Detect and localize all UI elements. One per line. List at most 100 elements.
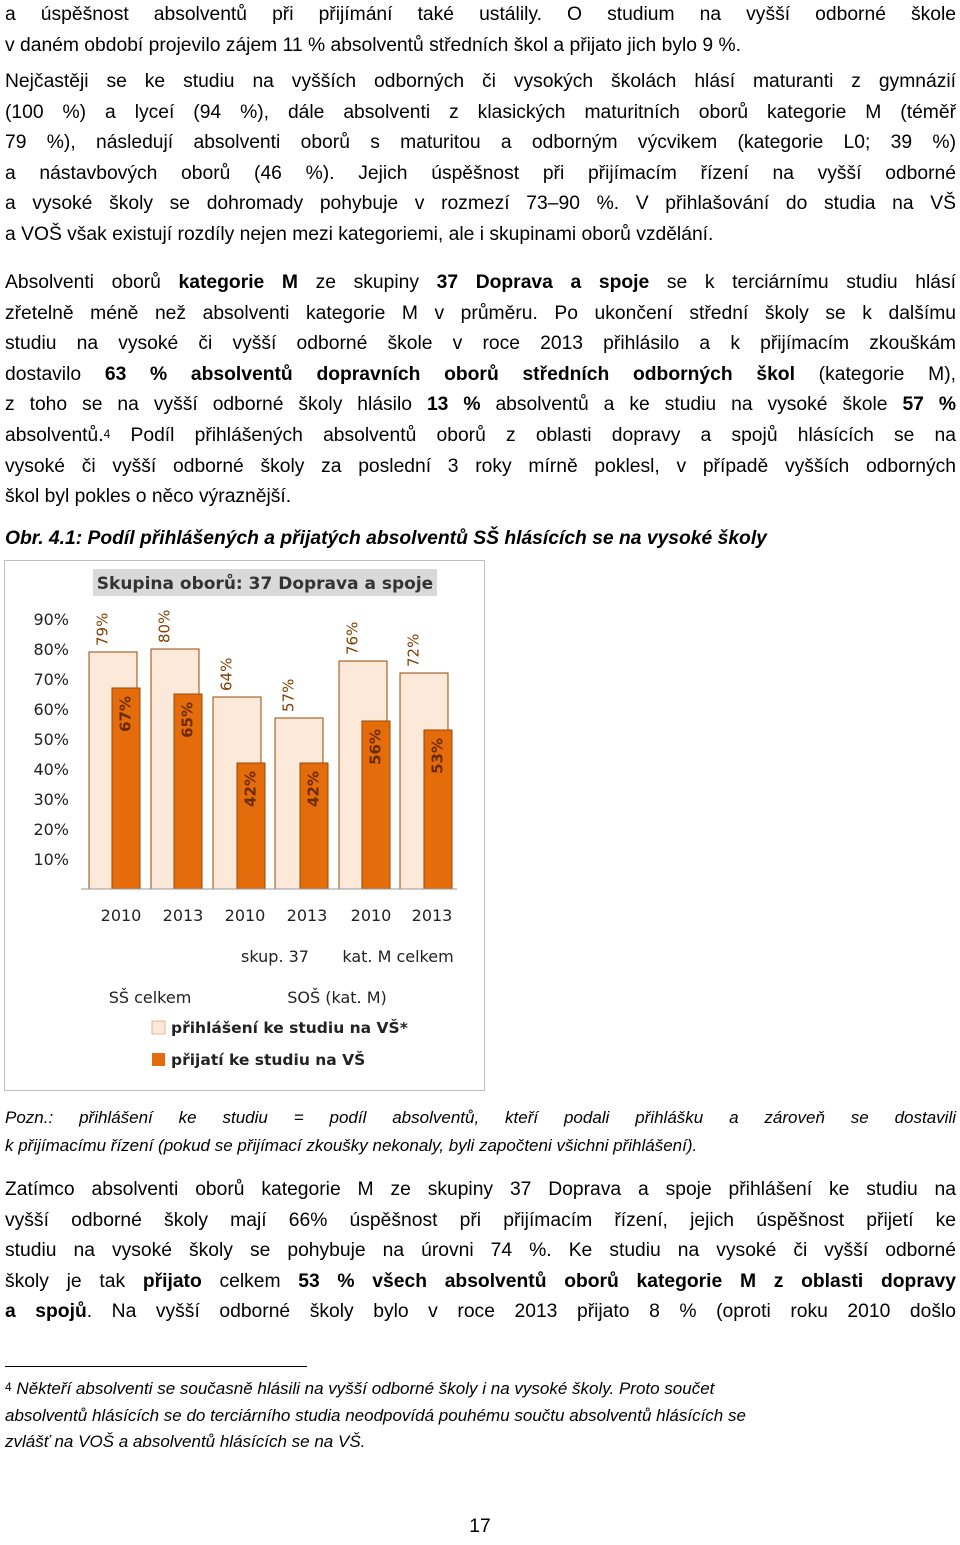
- y-tick-label: 50%: [33, 730, 69, 749]
- x-tick-label: 2013: [287, 906, 328, 925]
- text-line: a spojů. Na vyšší odborné školy bylo v r…: [5, 1297, 956, 1328]
- y-tick-label: 60%: [33, 700, 69, 719]
- text-line: studiu na vysoké školy se pohybuje na úr…: [5, 1240, 956, 1262]
- bar-label-admitted: 56%: [367, 729, 385, 765]
- text-line: absolventů.4 Podíl přihlášených absolven…: [5, 421, 956, 452]
- figure-caption: Obr. 4.1: Podíl přihlášených a přijatých…: [5, 528, 767, 549]
- paragraph-transport-group: Absolventi oborů kategorie M ze skupiny …: [5, 268, 956, 513]
- text-line: k přijímacímu řízení (pokud se přijímací…: [5, 1136, 698, 1155]
- footnote-marker: 4: [5, 1380, 12, 1394]
- paragraph-intro: a úspěšnost absolventů při přijímání tak…: [5, 0, 956, 61]
- text-line: 4 Někteří absolventi se současně hlásili…: [5, 1376, 956, 1403]
- text-run: absolventů.: [5, 424, 104, 446]
- bar-label-applied: 79%: [94, 613, 112, 646]
- text-line: v daném období projevilo zájem 11 % abso…: [5, 34, 741, 56]
- text-line: a vysoké školy se dohromady pohybuje v r…: [5, 193, 956, 215]
- text-run: (kategorie M),: [794, 363, 956, 385]
- text-line: absolventů hlásících se do terciárního s…: [5, 1405, 746, 1425]
- footnote-divider: [5, 1366, 307, 1367]
- bar-label-admitted: 42%: [242, 771, 260, 807]
- chart-title: Skupina oborů: 37 Doprava a spoje: [97, 572, 433, 594]
- y-tick-label: 40%: [33, 760, 69, 779]
- bar-label-applied: 64%: [218, 658, 236, 691]
- x-tick-label: 2010: [351, 906, 392, 925]
- text-line: 79 %), následují absolventi oborů s matu…: [5, 132, 956, 154]
- text-run: : přihlášení ke studiu = podíl absolvent…: [48, 1108, 956, 1127]
- y-tick-label: 10%: [33, 850, 69, 869]
- text-line: dostavilo 63 % absolventů dopravních obo…: [5, 360, 956, 391]
- chart-title-background: [93, 569, 437, 596]
- text-run: školy je tak: [5, 1270, 143, 1292]
- x-tick-label: 2013: [163, 906, 204, 925]
- text-run: se k terciárnímu studiu hlásí: [649, 272, 956, 293]
- note-lead: Pozn.: [5, 1108, 49, 1127]
- text-run: absolventů a ke studiu na vysoké škole: [480, 394, 903, 416]
- bold-run: 13 %: [426, 394, 481, 416]
- text-line: Nejčastěji se ke studiu na vyšších odbor…: [5, 71, 956, 92]
- text-line: z toho se na vyšší odborné školy hlásilo…: [5, 390, 956, 421]
- bar-label-admitted: 67%: [117, 696, 135, 732]
- text-line: Absolventi oborů kategorie M ze skupiny …: [5, 268, 956, 299]
- paragraph-applicants: Nejčastěji se ke studiu na vyšších odbor…: [5, 67, 956, 251]
- group-label: SOŠ (kat. M): [287, 988, 387, 1007]
- bar-label-admitted: 53%: [429, 738, 447, 774]
- chart-svg: Skupina oborů: 37 Doprava a spoje 10% 20% 3…: [33, 569, 457, 1069]
- bar-admitted: [361, 720, 391, 890]
- y-tick-label: 80%: [33, 640, 69, 659]
- group-label: skup. 37: [241, 947, 309, 966]
- figure-note: Pozn.: přihlášení ke studiu = podíl abso…: [5, 1104, 956, 1160]
- x-tick-label: 2010: [225, 906, 266, 925]
- bar-label-admitted: 65%: [179, 702, 197, 738]
- y-tick-label: 70%: [33, 670, 69, 689]
- y-tick-label: 90%: [33, 610, 69, 629]
- group-label: SŠ celkem: [109, 988, 192, 1007]
- text-line: Pozn.: přihlášení ke studiu = podíl abso…: [5, 1104, 956, 1132]
- bold-run: kategorie M: [178, 272, 298, 293]
- text-line: a nástavbových oborů (46 %). Jejich úspě…: [5, 162, 956, 184]
- bold-run: 37 Doprava a spoje: [436, 272, 650, 293]
- footnote-ref[interactable]: 4: [103, 426, 111, 441]
- text-run: celkem: [201, 1270, 299, 1292]
- legend-label-applied: přihlášení ke studiu na VŠ*: [171, 1018, 408, 1037]
- bold-run: 57 %: [902, 394, 957, 416]
- text-run: Někteří absolventi se současně hlásili n…: [11, 1379, 715, 1398]
- bold-run: 63 % absolventů dopravních oborů střední…: [104, 363, 795, 385]
- page-number: 17: [469, 1516, 491, 1537]
- y-tick-label: 30%: [33, 790, 69, 809]
- text-line: vyšší odborné školy mají 66% úspěšnost p…: [5, 1209, 956, 1231]
- text-run: Absolventi oborů: [5, 272, 179, 293]
- bar-label-admitted: 42%: [305, 771, 323, 807]
- bar-admitted: [111, 687, 141, 890]
- bar-admitted: [423, 729, 453, 890]
- text-run: Podíl přihlášených absolventů oborů z ob…: [110, 424, 956, 446]
- text-run: dostavilo: [5, 363, 105, 385]
- bold-run: přijato: [142, 1270, 202, 1292]
- text-line: a úspěšnost absolventů při přijímání tak…: [5, 4, 956, 25]
- bar-label-applied: 72%: [405, 634, 423, 667]
- text-line: školy je tak přijato celkem 53 % všech a…: [5, 1267, 956, 1298]
- bar-admitted: [299, 762, 329, 890]
- bar-label-applied: 57%: [280, 679, 298, 712]
- text-line: a VOŠ však existují rozdíly nejen mezi k…: [5, 223, 714, 245]
- bold-run: 53 % všech absolventů oborů kategorie M …: [298, 1270, 956, 1292]
- footnote: 4 Někteří absolventi se současně hlásili…: [5, 1376, 956, 1456]
- text-line: Zatímco absolventi oborů kategorie M ze …: [5, 1179, 956, 1200]
- bar-chart: Skupina oborů: 37 Doprava a spoje 10% 20% 3…: [4, 560, 485, 1091]
- legend-swatch-admitted: [152, 1053, 165, 1066]
- paragraph-success-rate: Zatímco absolventi oborů kategorie M ze …: [5, 1175, 956, 1328]
- x-tick-label: 2013: [412, 906, 453, 925]
- text-line: škol byl pokles o něco výraznější.: [5, 486, 292, 508]
- text-line: (100 %) a lyceí (94 %), dále absolventi …: [5, 101, 956, 123]
- text-run: . Na vyšší odborné školy bylo v roce 201…: [86, 1301, 956, 1323]
- bar-label-applied: 80%: [156, 610, 174, 643]
- text-line: zvlášť na VOŠ a absolventů hlásících se …: [5, 1432, 366, 1451]
- text-run: ze skupiny: [297, 272, 437, 293]
- legend-swatch-applied: [151, 1020, 166, 1035]
- y-tick-label: 20%: [33, 820, 69, 839]
- legend-label-admitted: přijatí ke studiu na VŠ: [171, 1050, 365, 1069]
- text-line: zřetelně méně než absolventi kategorie M…: [5, 302, 956, 324]
- text-line: vysoké či vyšší odborné školy za posledn…: [5, 455, 956, 477]
- bold-run: a spojů: [5, 1301, 87, 1323]
- group-label: kat. M celkem: [342, 947, 453, 966]
